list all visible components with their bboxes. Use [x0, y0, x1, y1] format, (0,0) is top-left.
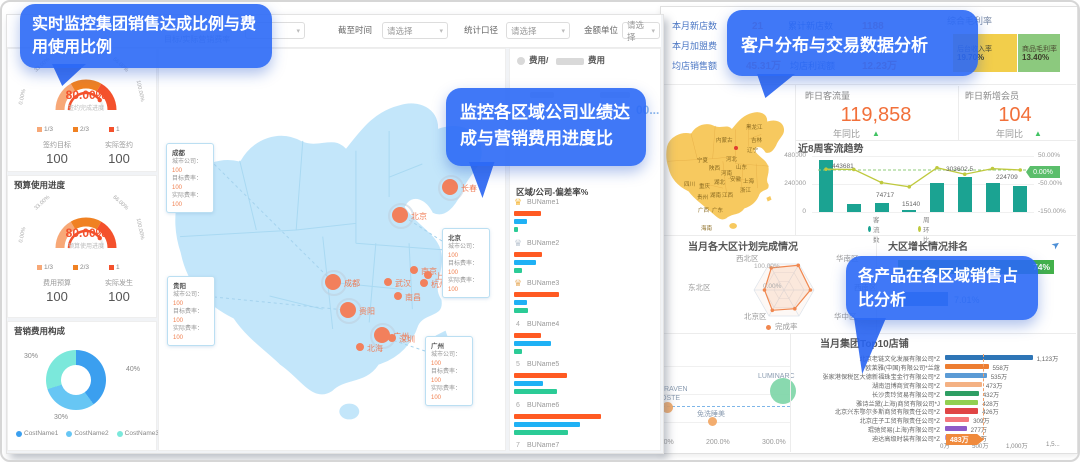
filter-select[interactable]: 请选择 ▾	[382, 22, 448, 39]
filter-select[interactable]: 请选择 ▾	[622, 20, 660, 42]
map-city-dot[interactable]	[325, 274, 341, 290]
map-city-dot[interactable]	[388, 334, 396, 342]
chevron-down-icon: ▾	[561, 27, 565, 35]
map-city-dot[interactable]	[384, 278, 392, 286]
chevron-down-icon: ▾	[651, 27, 655, 35]
callout-realtime-monitor: 实时监控集团销售达成比例与费 用使用比例	[20, 4, 272, 68]
map-city-dot[interactable]	[394, 292, 402, 300]
map-city-dot[interactable]	[356, 343, 364, 351]
map-city-dot[interactable]	[420, 279, 428, 287]
chevron-down-icon: ▾	[439, 27, 443, 35]
map-city-dot[interactable]	[410, 266, 418, 274]
left-dashboard	[6, 14, 664, 454]
callout-region-progress: 监控各区域公司业绩达 成与营销费用进度比	[446, 88, 646, 166]
map-city-dot[interactable]	[442, 179, 458, 195]
map-city-dot[interactable]	[392, 207, 408, 223]
filter-select[interactable]: 请选择 ▾	[506, 22, 570, 39]
chevron-down-icon: ▾	[296, 27, 300, 35]
callout-customer-analysis: 客户分布与交易数据分析	[727, 10, 978, 76]
map-city-dot[interactable]	[374, 327, 390, 343]
map-city-dot[interactable]	[340, 302, 356, 318]
callout-product-share: 各产品在各区域销售占 比分析	[846, 256, 1038, 320]
map-city-dot[interactable]	[424, 271, 432, 279]
